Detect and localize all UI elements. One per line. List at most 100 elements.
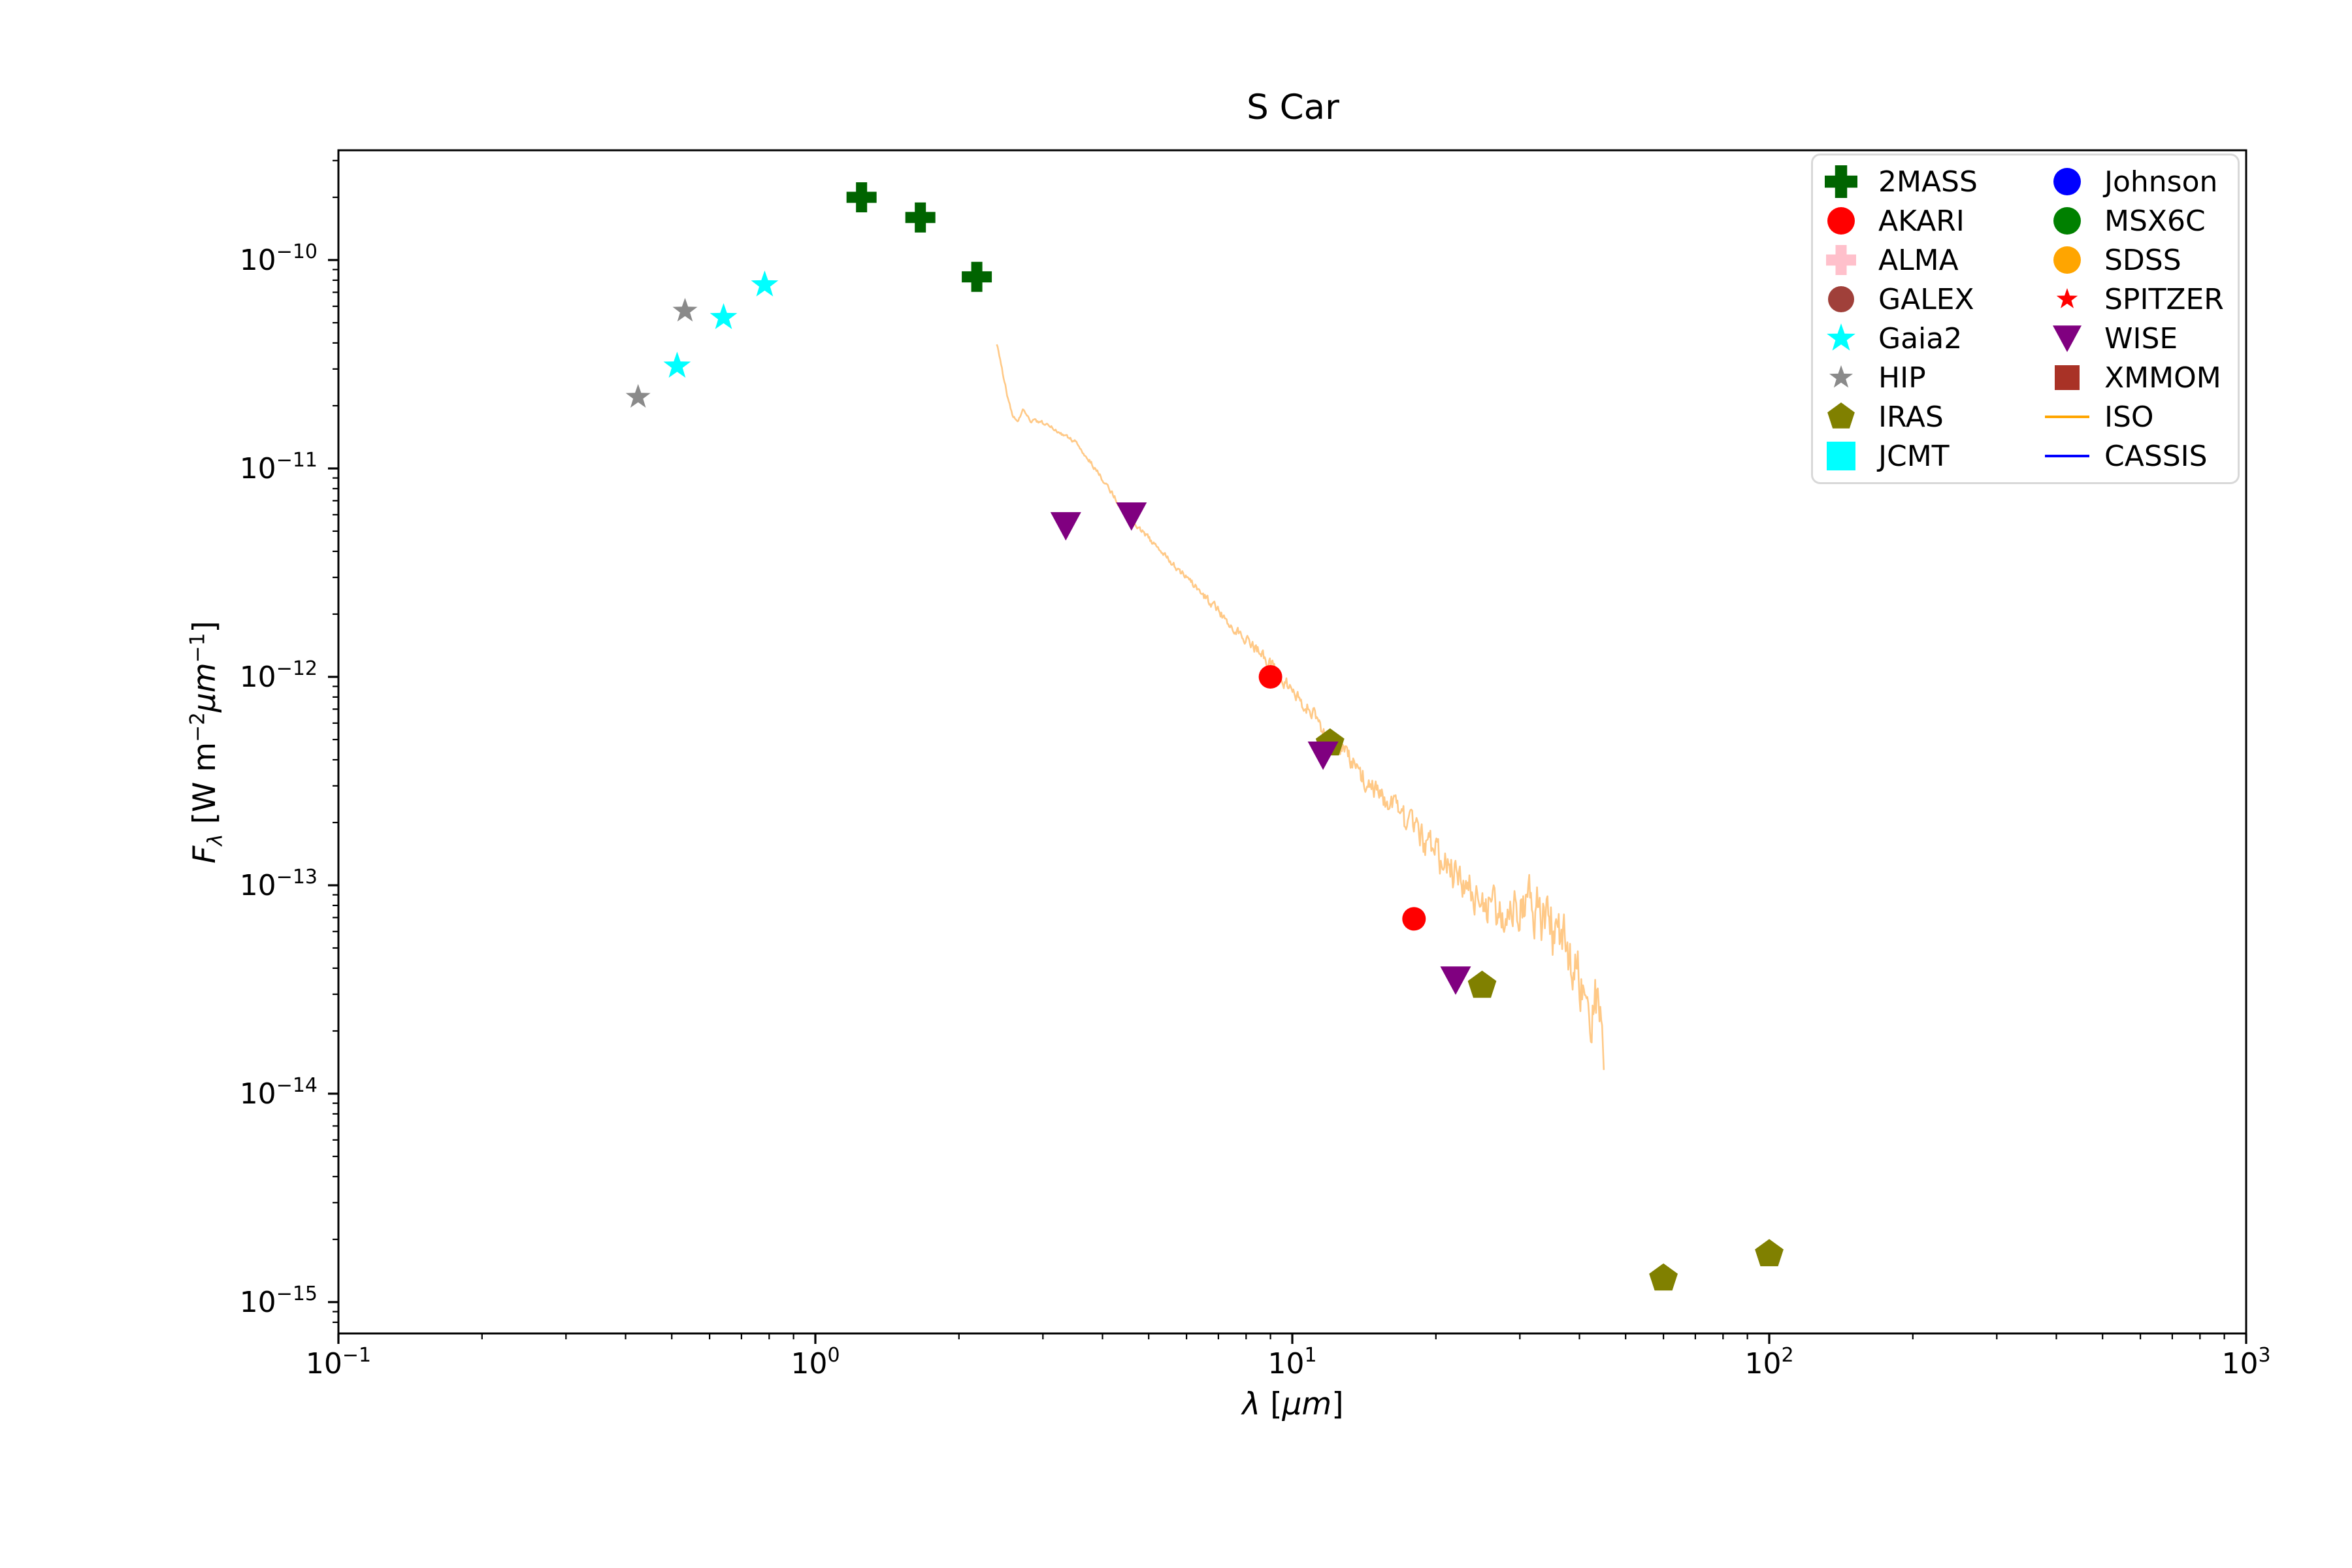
alma-legend-marker-icon	[1826, 245, 1856, 275]
legend-label-cassis: CASSIS	[2104, 439, 2208, 473]
y-tick-label: 10−12	[240, 657, 318, 694]
legend-item-spitzer-marker	[2044, 280, 2090, 319]
data-point-2MASS	[962, 261, 992, 292]
data-point-IRAS	[1755, 1239, 1784, 1267]
data-point-Gaia2	[710, 303, 738, 329]
series-HIP	[625, 297, 698, 408]
legend-label-alma: ALMA	[1878, 243, 1959, 277]
x-axis-ticks	[337, 1333, 2247, 1344]
sdss-legend-marker-icon	[2053, 246, 2081, 274]
legend-item-cassis-marker	[2044, 436, 2090, 476]
wise-legend-marker-icon	[2053, 325, 2082, 352]
IRAS-glyph	[1827, 402, 1855, 429]
jcmt-legend-marker-icon	[1827, 442, 1855, 470]
legend-label-johnson: Johnson	[2104, 165, 2218, 199]
data-point-Gaia2	[663, 351, 691, 378]
JCMT-glyph	[1827, 442, 1855, 470]
legend-label-galex: GALEX	[1878, 282, 1974, 316]
x-tick-label: 101	[1267, 1344, 1316, 1380]
2mass-legend-marker-icon	[1825, 165, 1857, 198]
legend-label-gaia2: Gaia2	[1878, 321, 1963, 355]
hip-legend-marker-icon	[1829, 365, 1854, 388]
series-Gaia2	[663, 270, 779, 378]
data-point-WISE	[1050, 512, 1081, 541]
cassis-legend-marker-icon	[2045, 455, 2089, 457]
series-AKARI	[1258, 665, 1426, 931]
y-tick-label: 10−14	[240, 1074, 318, 1111]
legend-item-akari-marker	[1818, 201, 1864, 240]
legend-item-jcmt-marker	[1818, 436, 1864, 476]
y-tick-label: 10−11	[240, 449, 318, 485]
chart-title: S Car	[1247, 88, 1339, 127]
data-point-2MASS	[905, 202, 936, 233]
spitzer-legend-marker-icon	[2056, 288, 2078, 308]
legend-label-iras: IRAS	[1878, 400, 1944, 434]
SPITZER-glyph	[2056, 288, 2078, 308]
legend-item-msx6c-marker	[2044, 201, 2090, 240]
legend-label-iso: ISO	[2104, 400, 2154, 434]
legend-label-xmmom: XMMOM	[2104, 361, 2221, 395]
data-point-IRAS	[1649, 1263, 1678, 1291]
x-tick-label: 100	[791, 1344, 840, 1380]
johnson-legend-marker-icon	[2053, 168, 2081, 195]
y-tick-label: 10−10	[240, 240, 318, 277]
data-point-Gaia2	[751, 270, 779, 297]
legend-item-hip-marker	[1818, 358, 1864, 397]
legend-label-akari: AKARI	[1878, 204, 1965, 238]
legend-item-sdss-marker	[2044, 240, 2090, 280]
x-tick-label: 10−1	[306, 1344, 371, 1380]
legend-item-xmmom-marker	[2044, 358, 2090, 397]
data-point-IRAS	[1467, 970, 1497, 998]
msx6c-legend-marker-icon	[2053, 207, 2081, 235]
legend-label-hip: HIP	[1878, 361, 1926, 395]
legend-label-spitzer: SPITZER	[2104, 282, 2224, 316]
data-point-WISE	[1307, 742, 1339, 770]
ALMA-glyph	[1826, 245, 1856, 275]
galex-legend-marker-icon	[1828, 286, 1854, 312]
legend: 2MASS Johnson AKARI MSX6C ALMA SDSS GALEX SPITZ…	[1811, 154, 2240, 484]
legend-label-sdss: SDSS	[2104, 243, 2181, 277]
legend-item-gaia2-marker	[1818, 319, 1864, 358]
legend-label-wise: WISE	[2104, 321, 2178, 355]
xmmom-legend-marker-icon	[2055, 365, 2080, 390]
legend-item-galex-marker	[1818, 280, 1864, 319]
data-point-WISE	[1116, 502, 1147, 531]
legend-item-wise-marker	[2044, 319, 2090, 358]
data-point-AKARI	[1402, 907, 1426, 931]
data-point-WISE	[1440, 966, 1471, 995]
data-point-2MASS	[846, 182, 877, 212]
akari-legend-marker-icon	[1827, 207, 1855, 235]
x-tick-labels: 10−1 100 101 102 103	[306, 1344, 2271, 1380]
y-tick-labels: 10−10 10−11 10−12 10−13 10−14 10−15	[240, 240, 318, 1319]
Gaia2-glyph	[1827, 323, 1855, 351]
iso-spectrum-line	[996, 344, 1605, 1070]
WISE-glyph	[2053, 325, 2082, 352]
y-axis-ticks	[328, 159, 338, 1324]
legend-item-alma-marker	[1818, 240, 1864, 280]
legend-label-2mass: 2MASS	[1878, 165, 1978, 199]
data-point-AKARI	[1258, 665, 1282, 689]
legend-label-jcmt: JCMT	[1878, 439, 1950, 473]
x-tick-label: 102	[1744, 1344, 1793, 1380]
x-tick-label: 103	[2221, 1344, 2270, 1380]
legend-label-msx6c: MSX6C	[2104, 204, 2206, 238]
legend-item-johnson-marker	[2044, 162, 2090, 201]
legend-item-2mass-marker	[1818, 162, 1864, 201]
2MASS-glyph	[1825, 165, 1857, 198]
XMMOM-glyph	[2055, 365, 2080, 390]
data-point-HIP	[625, 384, 651, 408]
HIP-glyph	[1829, 365, 1854, 388]
y-tick-label: 10−13	[240, 866, 318, 902]
legend-item-iras-marker	[1818, 397, 1864, 436]
series-2MASS	[846, 182, 992, 292]
iso-legend-marker-icon	[2045, 416, 2089, 418]
series-IRAS	[1315, 728, 1784, 1291]
y-tick-label: 10−15	[240, 1282, 318, 1319]
iras-legend-marker-icon	[1827, 402, 1855, 429]
x-axis-label: λ [μm]	[1242, 1386, 1344, 1422]
data-point-HIP	[672, 297, 698, 322]
series-WISE	[1050, 502, 1471, 995]
gaia2-legend-marker-icon	[1827, 323, 1855, 351]
